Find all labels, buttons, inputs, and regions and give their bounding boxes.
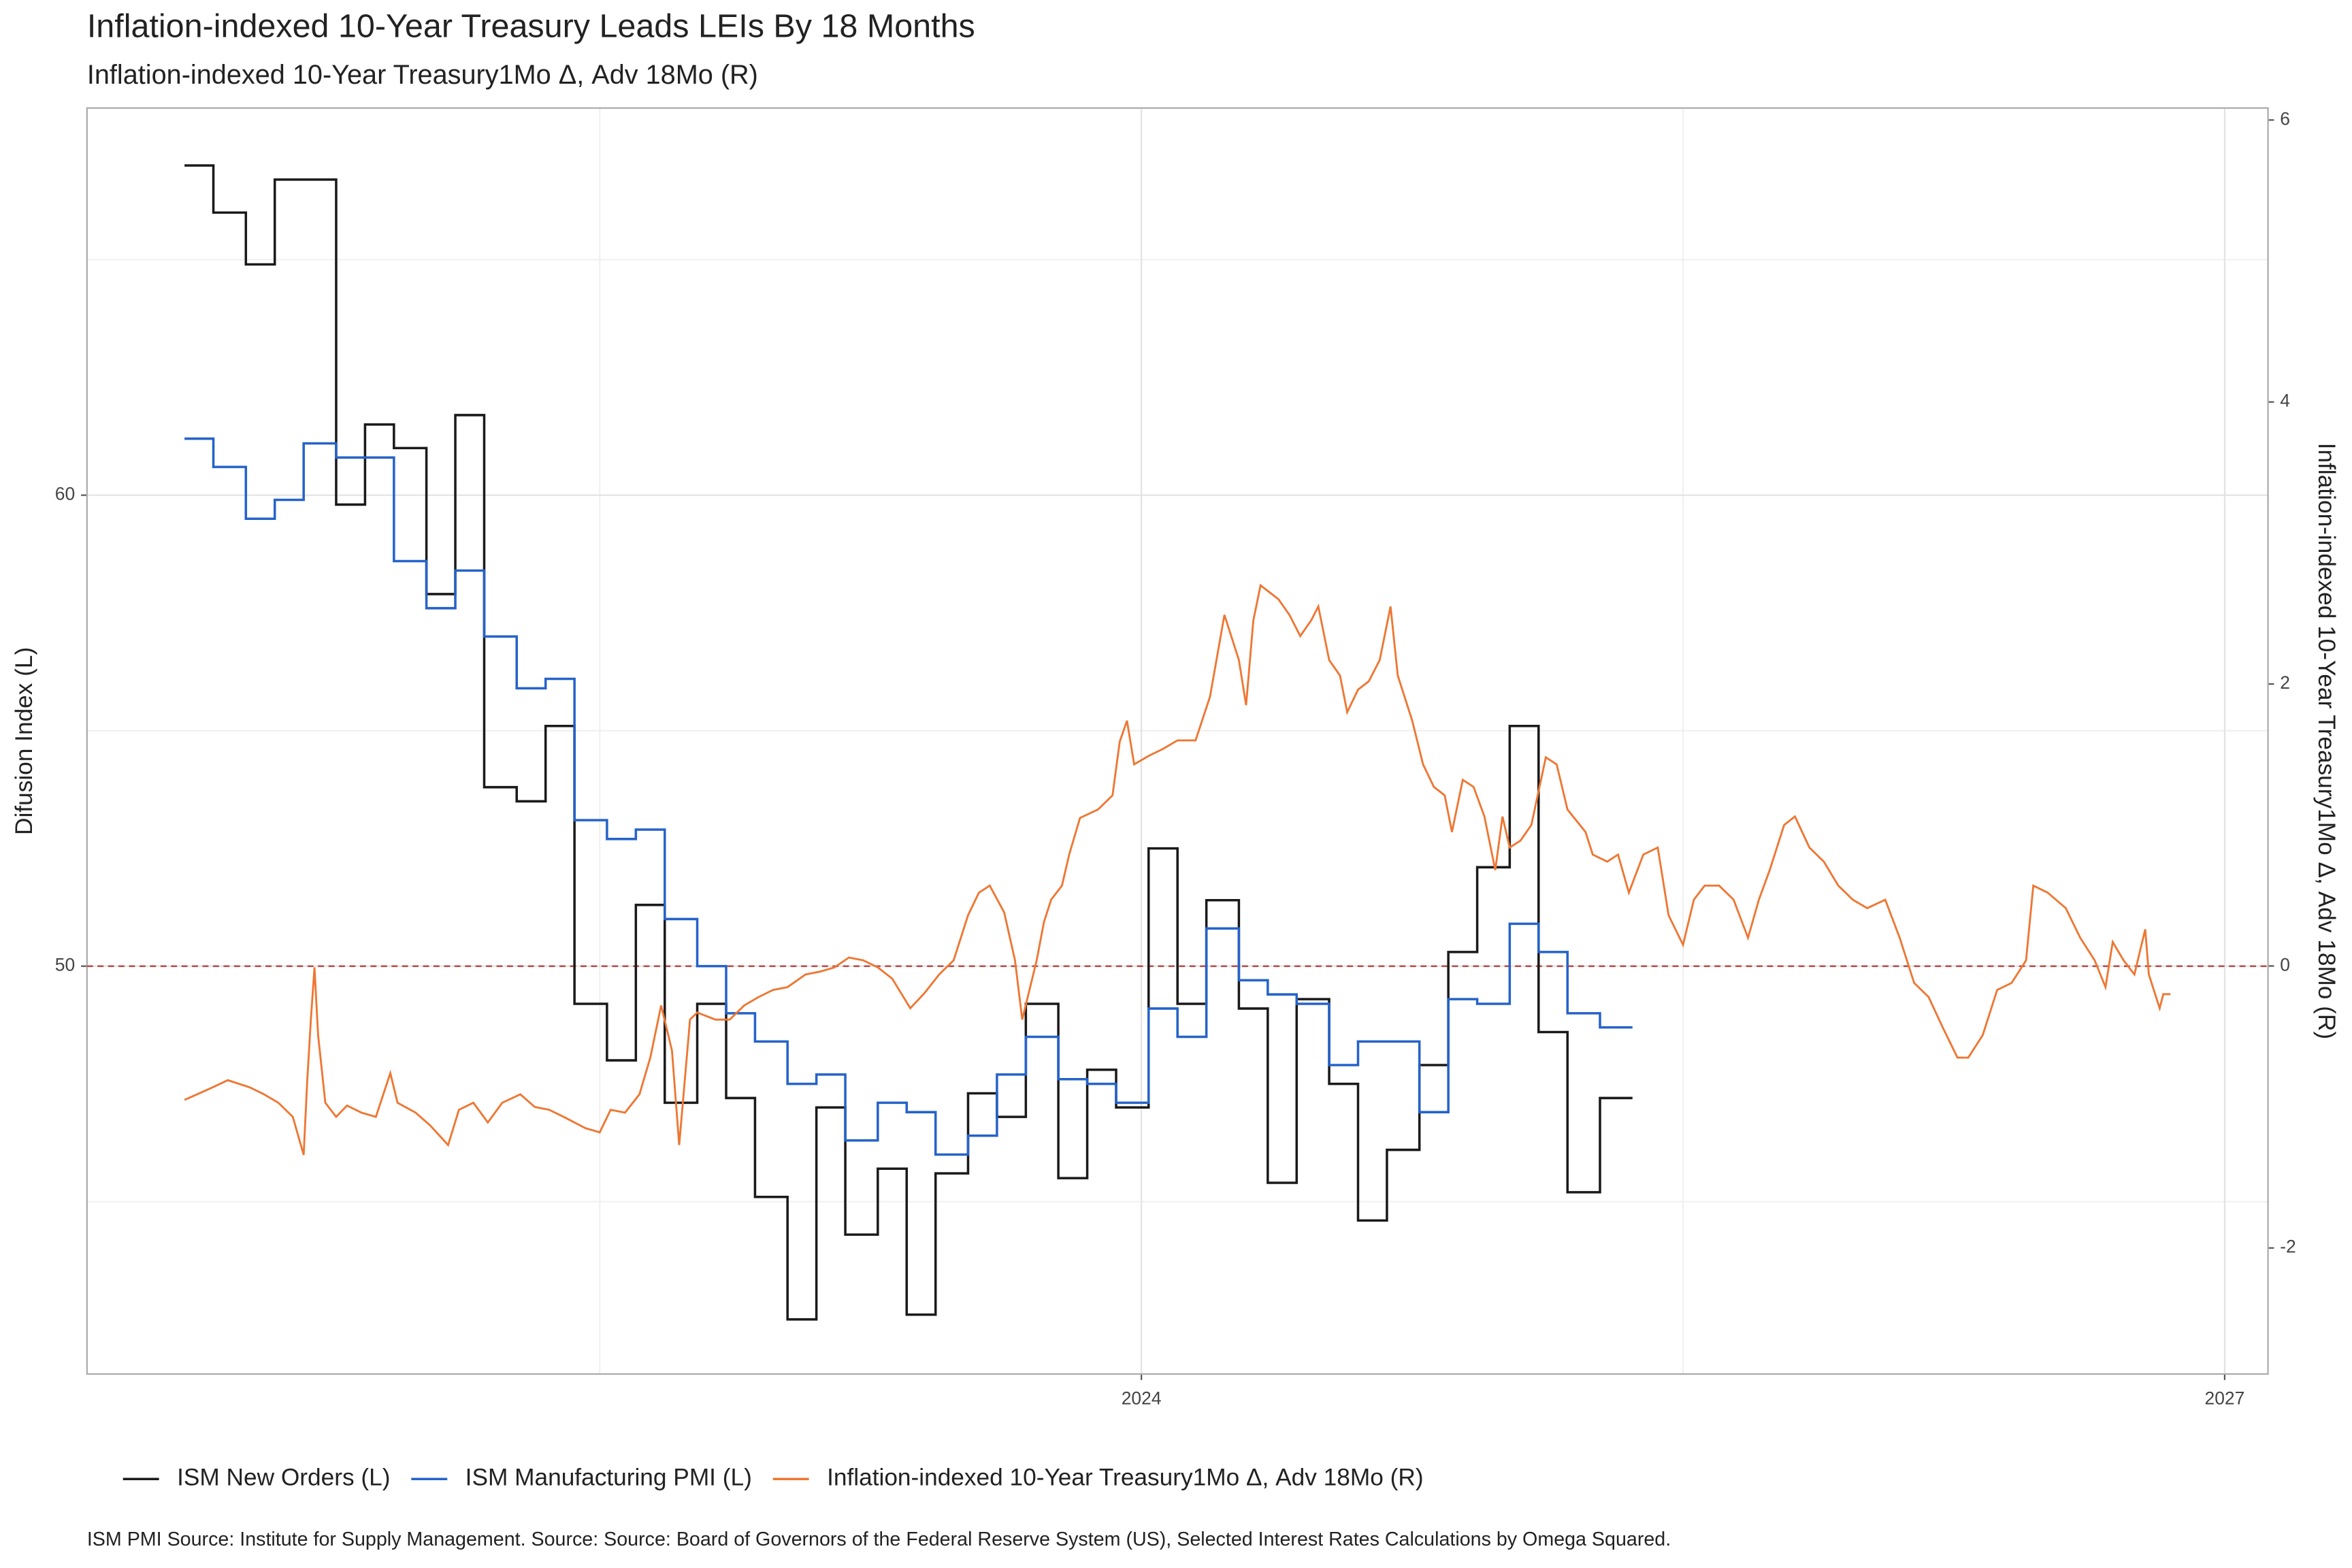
plot-border <box>86 107 2269 1375</box>
series-line <box>184 164 1633 1321</box>
y-axis-label: Difusion Index (L) <box>11 647 37 835</box>
y2-tick-label: 4 <box>2280 391 2290 411</box>
y2-tick-label: 6 <box>2280 108 2290 129</box>
y-tick-label: 50 <box>55 955 75 975</box>
y2-axis-label: Inflation-indexed 10-Year Treasury1Mo Δ,… <box>2313 443 2340 1040</box>
x-tick-label: 2027 <box>2204 1388 2244 1408</box>
series-line <box>184 583 2171 1156</box>
legend-label: Inflation-indexed 10-Year Treasury1Mo Δ,… <box>827 1465 1424 1491</box>
y2-tick-label: -2 <box>2280 1237 2296 1257</box>
x-tick-label: 2024 <box>1122 1388 1162 1408</box>
y-tick-label: 60 <box>55 484 75 504</box>
caption: ISM PMI Source: Institute for Supply Man… <box>87 1529 1671 1550</box>
chart-title: Inflation-indexed 10-Year Treasury Leads… <box>87 8 975 45</box>
chart-subtitle: Inflation-indexed 10-Year Treasury1Mo Δ,… <box>87 60 758 90</box>
series-line <box>184 437 1633 1156</box>
legend-label: ISM Manufacturing PMI (L) <box>466 1465 752 1491</box>
legend-label: ISM New Orders (L) <box>177 1465 390 1491</box>
y2-tick-label: 0 <box>2280 954 2290 975</box>
y2-tick-label: 2 <box>2280 672 2290 693</box>
